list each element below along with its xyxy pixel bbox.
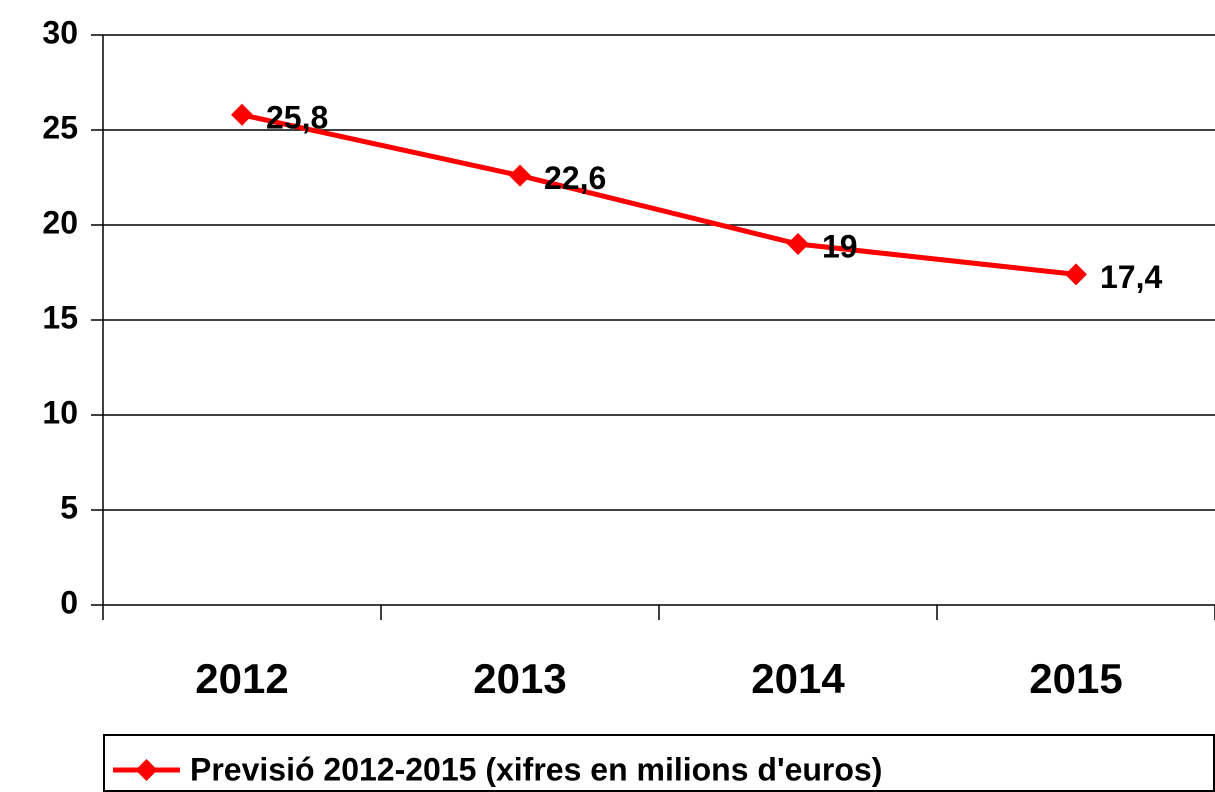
y-tick-label: 15 bbox=[42, 299, 78, 335]
y-tick-label: 30 bbox=[42, 14, 78, 50]
legend-box bbox=[103, 734, 1215, 792]
x-tick-label: 2012 bbox=[195, 655, 288, 702]
legend-marker bbox=[135, 759, 158, 781]
marker bbox=[509, 164, 531, 187]
data-label: 17,4 bbox=[1100, 259, 1162, 295]
data-label: 22,6 bbox=[544, 160, 606, 196]
data-label: 19 bbox=[822, 228, 858, 264]
legend-label: Previsió 2012-2015 (xifres en milions d'… bbox=[190, 751, 882, 787]
y-tick-label: 25 bbox=[42, 109, 78, 145]
marker bbox=[1065, 263, 1087, 286]
y-tick-label: 10 bbox=[42, 394, 78, 430]
y-tick-label: 5 bbox=[60, 489, 78, 525]
marker bbox=[787, 233, 809, 255]
y-tick-label: 20 bbox=[42, 204, 78, 240]
x-tick-label: 2013 bbox=[473, 655, 566, 702]
marker bbox=[231, 103, 253, 126]
data-label: 25,8 bbox=[266, 99, 328, 135]
series-line bbox=[241, 112, 1077, 277]
y-tick-label: 0 bbox=[60, 584, 78, 620]
x-tick-label: 2014 bbox=[751, 655, 845, 702]
x-tick-label: 2015 bbox=[1029, 655, 1122, 702]
